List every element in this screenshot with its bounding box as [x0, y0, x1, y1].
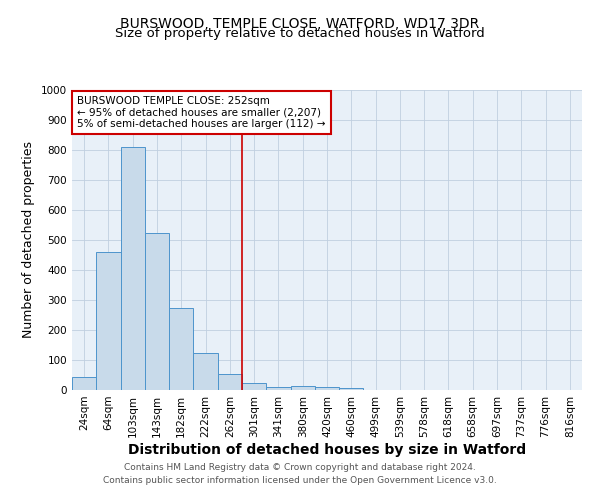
Text: Size of property relative to detached houses in Watford: Size of property relative to detached ho…	[115, 28, 485, 40]
Bar	[315, 387, 339, 390]
Bar	[266, 387, 290, 390]
Bar	[145, 232, 169, 390]
Bar	[121, 147, 145, 390]
Y-axis label: Number of detached properties: Number of detached properties	[22, 142, 35, 338]
Bar	[242, 382, 266, 390]
Bar	[169, 308, 193, 390]
Text: BURSWOOD, TEMPLE CLOSE, WATFORD, WD17 3DR: BURSWOOD, TEMPLE CLOSE, WATFORD, WD17 3D…	[121, 18, 479, 32]
Bar	[290, 386, 315, 390]
Bar	[193, 352, 218, 390]
Bar	[72, 376, 96, 390]
Text: Contains HM Land Registry data © Crown copyright and database right 2024.
Contai: Contains HM Land Registry data © Crown c…	[103, 464, 497, 485]
Bar	[96, 252, 121, 390]
Bar	[218, 374, 242, 390]
Bar	[339, 388, 364, 390]
Text: BURSWOOD TEMPLE CLOSE: 252sqm
← 95% of detached houses are smaller (2,207)
5% of: BURSWOOD TEMPLE CLOSE: 252sqm ← 95% of d…	[77, 96, 326, 129]
X-axis label: Distribution of detached houses by size in Watford: Distribution of detached houses by size …	[128, 442, 526, 456]
